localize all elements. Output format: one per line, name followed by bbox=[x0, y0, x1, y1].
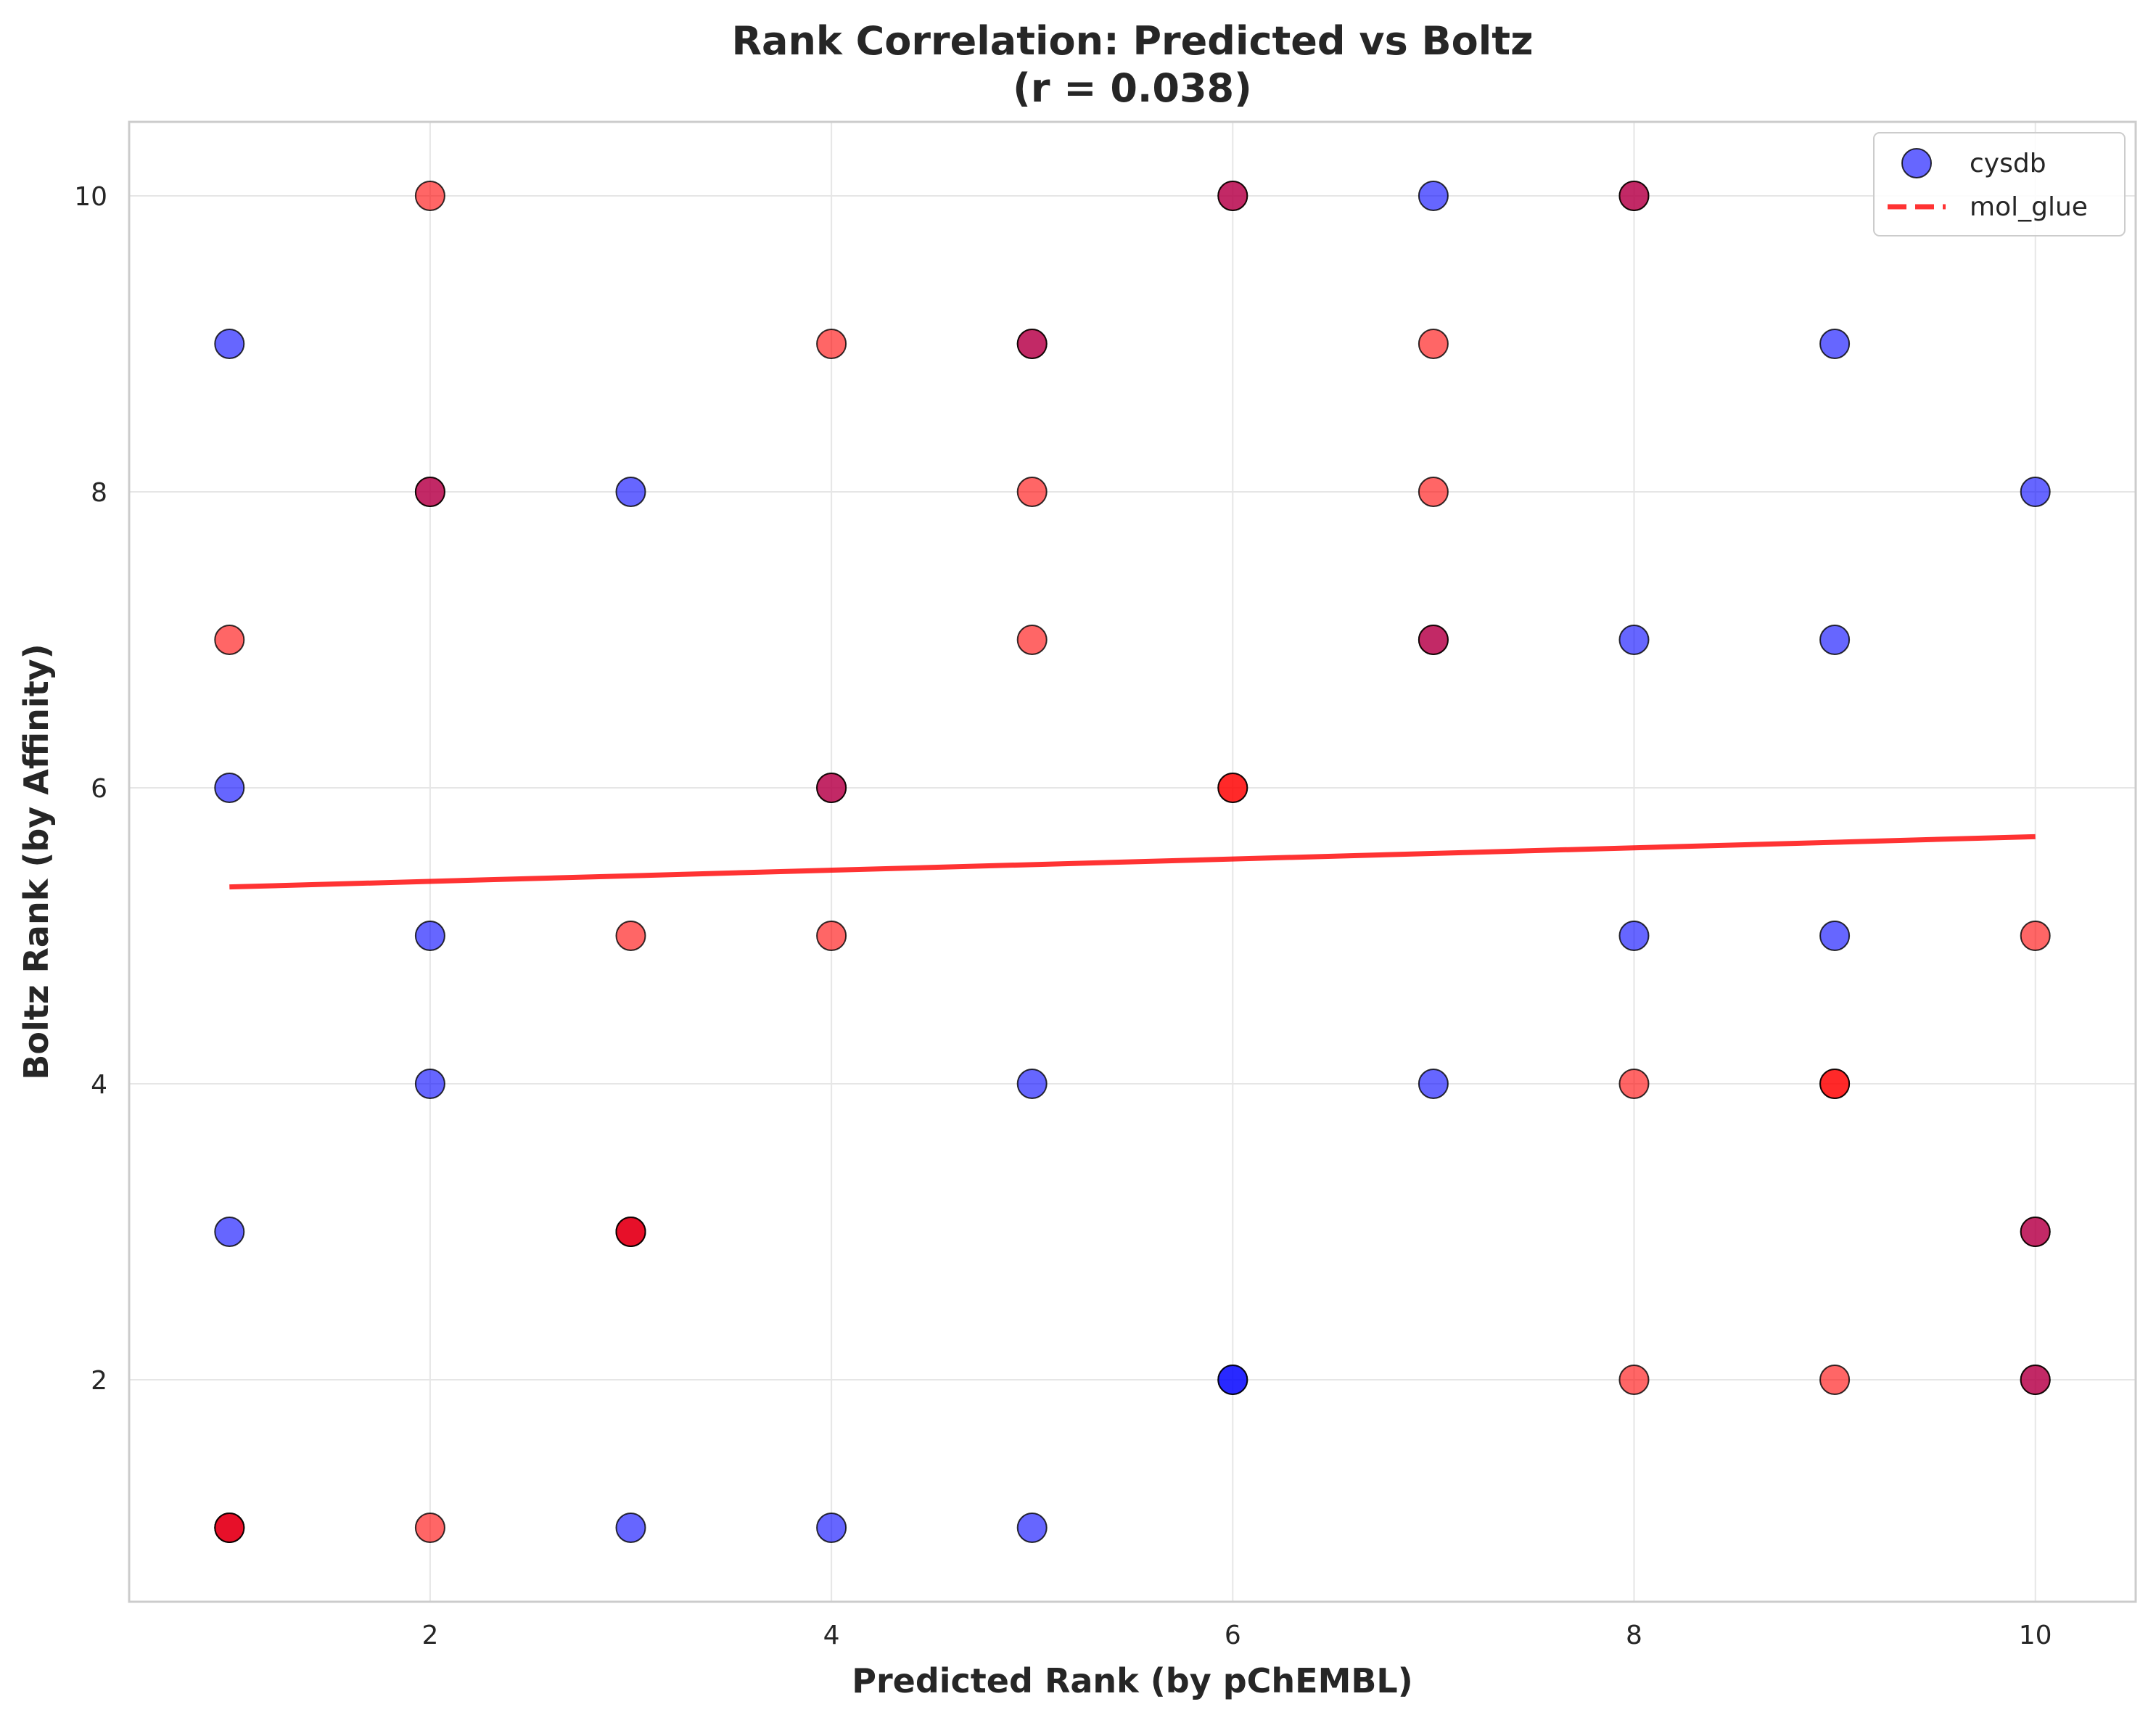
data-point-mol-glue bbox=[1217, 181, 1248, 211]
y-tick-label: 2 bbox=[91, 1366, 107, 1396]
data-point-mol-glue bbox=[816, 921, 847, 951]
x-axis-label: Predicted Rank (by pChEMBL) bbox=[852, 1661, 1413, 1700]
data-point-cysdb bbox=[414, 1069, 445, 1099]
data-point-cysdb bbox=[1418, 181, 1449, 211]
plot-frame bbox=[128, 120, 2137, 1603]
x-tick-label: 8 bbox=[1626, 1621, 1642, 1650]
x-tick-label: 6 bbox=[1225, 1621, 1241, 1650]
data-point-mol-glue bbox=[214, 625, 245, 655]
legend-label-mol-glue: mol_glue bbox=[1970, 192, 2088, 222]
data-point-cysdb bbox=[214, 1217, 245, 1247]
data-point-mol-glue bbox=[414, 1513, 445, 1543]
data-point-cysdb bbox=[1819, 329, 1851, 359]
grid-lines bbox=[129, 122, 2136, 1602]
data-point-mol-glue bbox=[1418, 625, 1449, 655]
data-point-cysdb bbox=[1819, 625, 1851, 655]
trend-line bbox=[229, 834, 2036, 890]
data-point-mol-glue bbox=[1217, 773, 1248, 803]
data-point-cysdb bbox=[615, 477, 646, 507]
data-point-cysdb bbox=[1819, 921, 1851, 951]
x-tick-label: 2 bbox=[421, 1621, 438, 1650]
data-point-mol-glue bbox=[2020, 921, 2051, 951]
data-point-cysdb bbox=[615, 1513, 646, 1543]
data-point-mol-glue bbox=[816, 773, 847, 803]
data-point-cysdb bbox=[414, 921, 445, 951]
data-point-mol-glue bbox=[1016, 329, 1048, 359]
axis-ticks: 2 4 6 8 10 2 4 6 8 10 bbox=[74, 182, 2052, 1650]
data-point-mol-glue bbox=[1618, 1069, 1650, 1099]
data-point-mol-glue bbox=[615, 1217, 646, 1247]
data-point-mol-glue bbox=[2020, 1365, 2051, 1395]
data-point-mol-glue bbox=[1819, 1069, 1851, 1099]
data-point-mol-glue bbox=[414, 181, 445, 211]
data-point-cysdb bbox=[1618, 625, 1650, 655]
data-point-mol-glue bbox=[615, 921, 646, 951]
data-point-mol-glue bbox=[414, 477, 445, 507]
chart-title: Rank Correlation: Predicted vs Boltz bbox=[731, 18, 1533, 64]
data-point-cysdb bbox=[214, 773, 245, 803]
data-points bbox=[214, 181, 2051, 1543]
y-axis-label: Boltz Rank (by Affinity) bbox=[17, 643, 56, 1079]
chart-subtitle: (r = 0.038) bbox=[1013, 65, 1252, 111]
x-tick-label: 4 bbox=[823, 1621, 840, 1650]
y-tick-label: 8 bbox=[91, 478, 107, 508]
legend-box bbox=[1873, 132, 2126, 236]
data-point-cysdb bbox=[1016, 1069, 1048, 1099]
data-point-cysdb bbox=[214, 329, 245, 359]
data-point-mol-glue bbox=[214, 1513, 245, 1543]
data-point-cysdb bbox=[1618, 921, 1650, 951]
data-point-cysdb bbox=[1217, 1365, 1248, 1395]
y-tick-label: 6 bbox=[91, 774, 107, 804]
data-point-cysdb bbox=[1418, 1069, 1449, 1099]
data-point-mol-glue bbox=[1618, 1365, 1650, 1395]
legend: cysdb mol_glue bbox=[1873, 132, 2126, 236]
data-point-cysdb bbox=[1016, 1513, 1048, 1543]
data-point-mol-glue bbox=[2020, 1217, 2051, 1247]
y-tick-label: 10 bbox=[74, 182, 107, 212]
data-point-cysdb bbox=[2020, 477, 2051, 507]
x-tick-label: 10 bbox=[2019, 1621, 2052, 1650]
data-point-mol-glue bbox=[1418, 329, 1449, 359]
trend-line-group bbox=[229, 834, 2036, 890]
data-point-cysdb bbox=[816, 1513, 847, 1543]
data-point-mol-glue bbox=[1618, 181, 1650, 211]
legend-label-cysdb: cysdb bbox=[1970, 149, 2046, 178]
data-point-mol-glue bbox=[1016, 477, 1048, 507]
data-point-mol-glue bbox=[1819, 1365, 1851, 1395]
data-point-mol-glue bbox=[816, 329, 847, 359]
data-point-mol-glue bbox=[1016, 625, 1048, 655]
legend-marker-cysdb bbox=[1901, 148, 1932, 178]
data-point-mol-glue bbox=[1418, 477, 1449, 507]
y-tick-label: 4 bbox=[91, 1070, 107, 1100]
